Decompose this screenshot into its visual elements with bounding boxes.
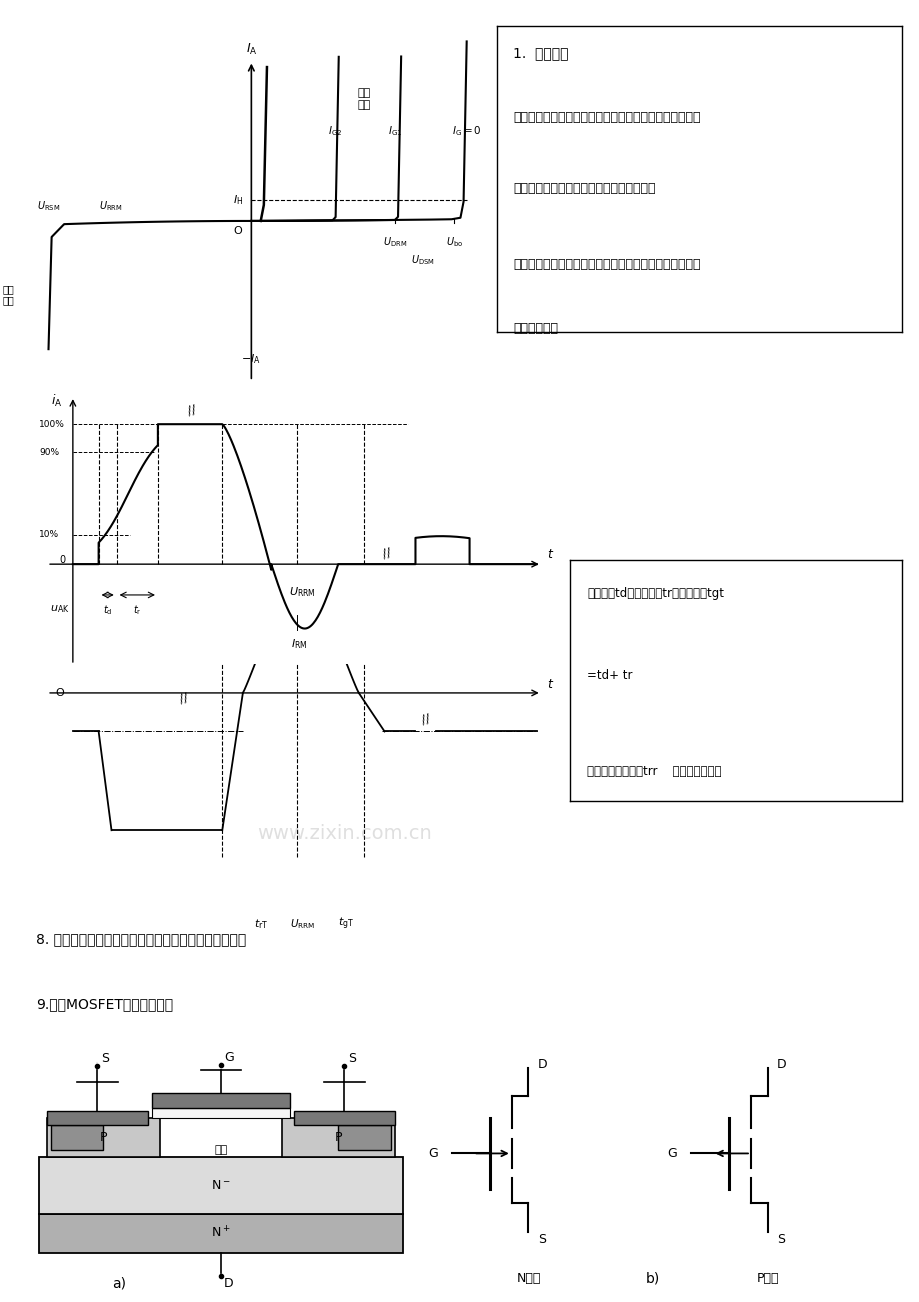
Text: O: O [233, 225, 242, 236]
Text: 正向
导通: 正向 导通 [357, 89, 370, 109]
Text: S: S [348, 1052, 356, 1065]
Text: G: G [666, 1147, 676, 1160]
Text: $U_{\rm DRM}$: $U_{\rm DRM}$ [382, 236, 406, 249]
Bar [281, 1117, 394, 1157]
Text: $I_{\rm G2}$: $I_{\rm G2}$ [328, 124, 343, 138]
Text: b): b) [645, 1271, 659, 1285]
Text: $t_{\rm d}$: $t_{\rm d}$ [103, 603, 112, 617]
Text: $I_{\rm G1}$: $I_{\rm G1}$ [387, 124, 402, 138]
Text: $-I_{\rm A}$: $-I_{\rm A}$ [241, 352, 261, 366]
Text: 10%: 10% [40, 530, 60, 539]
Text: D: D [224, 1277, 233, 1290]
Text: N$^-$: N$^-$ [210, 1180, 231, 1193]
Text: //: // [186, 402, 197, 417]
Text: $+U_{\rm A}$: $+U_{\rm A}$ [569, 214, 594, 228]
Text: 沟道: 沟道 [214, 1144, 227, 1155]
Text: D: D [538, 1057, 547, 1070]
Bar [152, 1092, 289, 1108]
Text: 0: 0 [59, 555, 65, 565]
Text: 1.  静态特性: 1. 静态特性 [513, 47, 568, 61]
Text: $t_{\rm rT}$: $t_{\rm rT}$ [254, 918, 267, 931]
Text: $u_{\rm AK}$: $u_{\rm AK}$ [50, 603, 69, 615]
Text: $i_{\rm A}$: $i_{\rm A}$ [51, 393, 62, 410]
Bar [47, 1112, 148, 1125]
Text: 延迟时间td、上升时间tr、开通时间tgt: 延迟时间td、上升时间tr、开通时间tgt [586, 587, 723, 600]
Text: $I_{\rm G}=0$: $I_{\rm G}=0$ [451, 124, 481, 138]
Bar [338, 1125, 391, 1150]
Text: $t_{\rm gT}$: $t_{\rm gT}$ [337, 917, 354, 932]
Text: 8. 晶闸管旳重要参数：电压定额、电流定额、动态参数: 8. 晶闸管旳重要参数：电压定额、电流定额、动态参数 [36, 932, 246, 945]
Bar [152, 1108, 289, 1117]
Text: 100%: 100% [40, 419, 65, 428]
Text: $U_{\rm RSM}$: $U_{\rm RSM}$ [37, 199, 60, 214]
Text: //: // [420, 712, 431, 727]
Text: S: S [538, 1233, 545, 1246]
Text: $U_{\rm RRM}$: $U_{\rm RRM}$ [289, 585, 315, 599]
Text: 承受正向电压时，仅在门极有触发电流的状况下晶闸管才: 承受正向电压时，仅在门极有触发电流的状况下晶闸管才 [513, 258, 699, 271]
Text: 会导通；伏安特性类似二极管的反向特性；: 会导通；伏安特性类似二极管的反向特性； [513, 182, 654, 195]
Text: G: G [224, 1051, 233, 1064]
Text: 9.电力MOSFET的基本特性：: 9.电力MOSFET的基本特性： [36, 997, 173, 1010]
Text: N沟道: N沟道 [516, 1272, 540, 1285]
Text: 承受反向电压时，不管门极与否有触发电流，晶闸管都不: 承受反向电压时，不管门极与否有触发电流，晶闸管都不 [513, 112, 699, 124]
Text: www.zixin.com.cn: www.zixin.com.cn [257, 824, 432, 842]
Text: G: G [427, 1147, 437, 1160]
Text: P: P [335, 1131, 342, 1144]
Text: $t$: $t$ [546, 548, 553, 561]
Text: //: // [381, 546, 392, 560]
Text: $I_{\rm RM}$: $I_{\rm RM}$ [291, 637, 308, 651]
Bar [293, 1112, 394, 1125]
Text: 雪崩
击穿: 雪崩 击穿 [2, 284, 14, 306]
Text: O: O [55, 687, 64, 698]
Text: //: // [177, 690, 189, 704]
Text: $U_{\rm DSM}$: $U_{\rm DSM}$ [411, 253, 435, 267]
Bar [39, 1213, 403, 1254]
Text: S: S [777, 1233, 784, 1246]
Text: $t_{\rm r}$: $t_{\rm r}$ [133, 603, 142, 617]
Text: $I_{\rm H}$: $I_{\rm H}$ [233, 193, 243, 207]
Bar [47, 1117, 160, 1157]
Bar [51, 1125, 103, 1150]
Text: a): a) [112, 1277, 127, 1290]
Text: N$^+$: N$^+$ [210, 1225, 231, 1241]
Text: $t$: $t$ [546, 677, 553, 690]
Text: D: D [777, 1057, 786, 1070]
Text: S: S [101, 1052, 109, 1065]
Text: $I_{\rm A}$: $I_{\rm A}$ [245, 43, 257, 57]
Bar [39, 1157, 403, 1213]
Text: $U_{\rm RRM}$: $U_{\rm RRM}$ [289, 918, 314, 931]
Text: P沟道: P沟道 [755, 1272, 778, 1285]
Text: P: P [99, 1131, 107, 1144]
Text: =td+ tr: =td+ tr [586, 669, 631, 682]
Text: 反向阻断恢复时间trr    正向阻断恢复时: 反向阻断恢复时间trr 正向阻断恢复时 [586, 766, 720, 779]
Text: 能开通，或：: 能开通，或： [513, 323, 558, 336]
Text: $U_{\rm RRM}$: $U_{\rm RRM}$ [99, 199, 122, 214]
Text: $U_{\rm bo}$: $U_{\rm bo}$ [445, 236, 462, 249]
Text: 90%: 90% [40, 448, 60, 457]
